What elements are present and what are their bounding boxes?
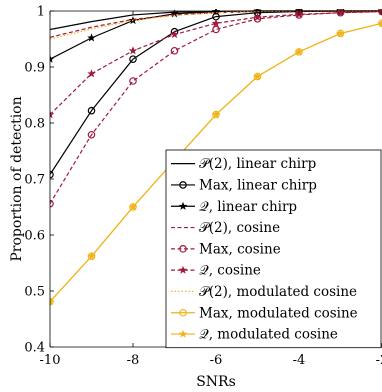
y-tick-label: 0.6 bbox=[24, 229, 45, 244]
legend-label: Max, linear chirp bbox=[199, 177, 317, 193]
series-6 bbox=[50, 9, 382, 119]
legend-marker bbox=[179, 308, 187, 317]
axes-layer: -10 -8 -6 -4 -2 0.4 0.5 0.6 0.7 0.8 0.9 1 bbox=[24, 5, 382, 368]
data-point-marker bbox=[50, 297, 55, 306]
x-tick-label: -2 bbox=[376, 353, 382, 368]
x-axis-label: SNRs bbox=[196, 374, 236, 390]
x-tick-label: -10 bbox=[40, 353, 61, 368]
legend-label: 𝒬, cosine bbox=[199, 263, 261, 279]
data-point-marker bbox=[211, 18, 221, 27]
legend-entry: 𝒬, modulated cosine bbox=[171, 327, 338, 343]
data-point-marker bbox=[336, 9, 345, 17]
legend-marker bbox=[179, 181, 187, 189]
data-point-marker bbox=[336, 28, 345, 38]
data-point-marker bbox=[87, 33, 96, 42]
legend-entry: 𝒫(2), cosine bbox=[171, 220, 280, 236]
x-tick-label: -6 bbox=[210, 353, 223, 368]
legend-entry: Max, linear chirp bbox=[171, 177, 317, 193]
y-tick-label: 0.8 bbox=[24, 117, 45, 132]
data-point-marker bbox=[128, 202, 138, 211]
data-point-marker bbox=[377, 18, 382, 27]
legend-entry: 𝒬, linear chirp bbox=[171, 199, 297, 215]
y-axis-label: Proportion of detection bbox=[9, 96, 25, 261]
y-tick-label: 0.7 bbox=[24, 173, 45, 188]
data-point-marker bbox=[294, 47, 304, 56]
series-layer bbox=[50, 9, 382, 306]
legend-entry: 𝒫(2), linear chirp bbox=[171, 156, 316, 172]
data-point-marker bbox=[377, 9, 382, 16]
legend-label: Max, cosine bbox=[199, 241, 281, 257]
legend-label: 𝒬, linear chirp bbox=[199, 199, 297, 215]
legend-entry: Max, cosine bbox=[171, 241, 281, 257]
data-point-marker bbox=[211, 110, 221, 119]
data-point-marker bbox=[50, 54, 55, 63]
data-point-marker bbox=[129, 77, 137, 85]
data-point-marker bbox=[50, 110, 55, 119]
series-line bbox=[50, 10, 382, 116]
legend-marker bbox=[178, 329, 188, 338]
legend-label: 𝒫(2), linear chirp bbox=[199, 156, 316, 172]
y-tick-label: 0.9 bbox=[24, 61, 45, 76]
y-tick-label: 0.4 bbox=[24, 341, 45, 356]
legend-label: 𝒫(2), cosine bbox=[199, 220, 280, 236]
x-tick-label: -8 bbox=[127, 353, 140, 368]
y-tick-label: 0.5 bbox=[24, 285, 45, 300]
legend-entry: 𝒫(2), modulated cosine bbox=[171, 284, 357, 300]
data-point-marker bbox=[128, 46, 138, 55]
series-line bbox=[50, 10, 382, 204]
data-point-marker bbox=[50, 199, 54, 208]
legend-marker bbox=[178, 265, 188, 274]
data-point-marker bbox=[170, 30, 179, 39]
data-point-marker bbox=[87, 251, 96, 260]
data-point-marker bbox=[129, 55, 137, 63]
data-point-marker bbox=[170, 46, 179, 55]
legend-entry: Max, modulated cosine bbox=[171, 305, 358, 321]
data-point-marker bbox=[212, 25, 220, 34]
legend-label: 𝒫(2), modulated cosine bbox=[199, 284, 357, 300]
legend-marker bbox=[178, 201, 188, 210]
legend-box bbox=[165, 149, 382, 349]
data-point-marker bbox=[50, 297, 54, 306]
legend-label: Max, modulated cosine bbox=[199, 305, 358, 321]
data-point-marker bbox=[50, 170, 54, 179]
data-point-marker bbox=[87, 130, 96, 139]
legend-marker bbox=[179, 245, 187, 253]
legend-entry: 𝒬, cosine bbox=[171, 263, 261, 279]
series-9 bbox=[50, 18, 382, 306]
x-tick-label: -4 bbox=[293, 353, 306, 368]
data-point-marker bbox=[253, 72, 262, 81]
y-tick-label: 1 bbox=[37, 5, 45, 20]
data-point-marker bbox=[87, 106, 96, 115]
legend: 𝒫(2), linear chirp Max, linear chirp 𝒬, li… bbox=[165, 149, 382, 349]
legend-label: 𝒬, modulated cosine bbox=[199, 327, 338, 343]
data-point-marker bbox=[253, 12, 262, 21]
data-point-marker bbox=[87, 69, 96, 78]
